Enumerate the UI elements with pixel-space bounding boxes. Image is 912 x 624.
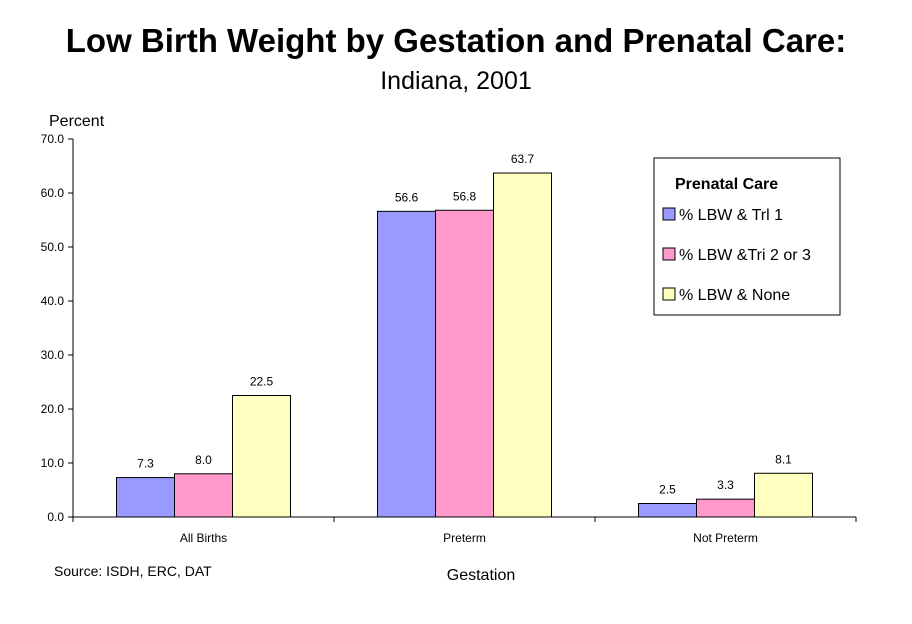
y-tick-label: 40.0 bbox=[41, 294, 65, 308]
bar bbox=[377, 210, 436, 518]
y-tick-label: 0.0 bbox=[47, 510, 64, 524]
x-tick-label: Preterm bbox=[443, 531, 486, 545]
bar-value-label: 8.0 bbox=[195, 453, 212, 467]
bar-value-label: 3.3 bbox=[717, 478, 734, 492]
y-tick-label: 20.0 bbox=[41, 402, 65, 416]
bar bbox=[435, 209, 494, 518]
bar bbox=[754, 472, 813, 518]
bars: 7.3 56.6 2.5 8.0 56.8 3.3 22.5 63.7 8.1 bbox=[116, 152, 813, 518]
bar-value-label: 7.3 bbox=[137, 457, 154, 471]
axes: 0.0 10.0 20.0 30.0 40.0 50.0 60.0 70.0 All Birth… bbox=[41, 132, 857, 545]
chart-title: Low Birth Weight by Gestation and Prenat… bbox=[65, 22, 847, 59]
legend-swatch bbox=[662, 247, 676, 261]
bar bbox=[696, 498, 755, 518]
legend-label: % LBW & Trl 1 bbox=[679, 207, 783, 224]
bar bbox=[232, 395, 291, 518]
bar-value-label: 56.8 bbox=[453, 189, 477, 203]
chart-subtitle: Indiana, 2001 bbox=[380, 67, 532, 95]
y-axis-label: Percent bbox=[49, 113, 105, 130]
bar-value-label: 63.7 bbox=[511, 152, 535, 166]
bar-value-label: 2.5 bbox=[659, 483, 676, 497]
bar bbox=[174, 473, 233, 518]
bar-value-label: 22.5 bbox=[250, 375, 274, 389]
legend: Prenatal Care % LBW & Trl 1 % LBW &Tri 2 … bbox=[653, 157, 841, 316]
y-tick-label: 60.0 bbox=[41, 186, 65, 200]
x-axis-label: Gestation bbox=[447, 567, 515, 584]
bar bbox=[638, 503, 697, 518]
legend-frame bbox=[653, 157, 841, 316]
bar-value-label: 56.6 bbox=[395, 190, 419, 204]
x-tick-label: All Births bbox=[180, 531, 227, 545]
legend-title: Prenatal Care bbox=[675, 176, 778, 193]
y-tick-label: 70.0 bbox=[41, 132, 65, 146]
bar-value-label: 8.1 bbox=[775, 452, 792, 466]
legend-label: % LBW & None bbox=[679, 287, 790, 304]
y-tick-label: 50.0 bbox=[41, 240, 65, 254]
legend-label: % LBW &Tri 2 or 3 bbox=[679, 247, 811, 264]
x-tick-label: Not Preterm bbox=[693, 531, 758, 545]
legend-swatch bbox=[662, 287, 676, 301]
bar bbox=[493, 172, 552, 518]
y-tick-label: 10.0 bbox=[41, 456, 65, 470]
source-note: Source: ISDH, ERC, DAT bbox=[54, 563, 212, 579]
bar bbox=[116, 477, 175, 518]
legend-swatch bbox=[662, 207, 676, 221]
y-tick-label: 30.0 bbox=[41, 348, 65, 362]
